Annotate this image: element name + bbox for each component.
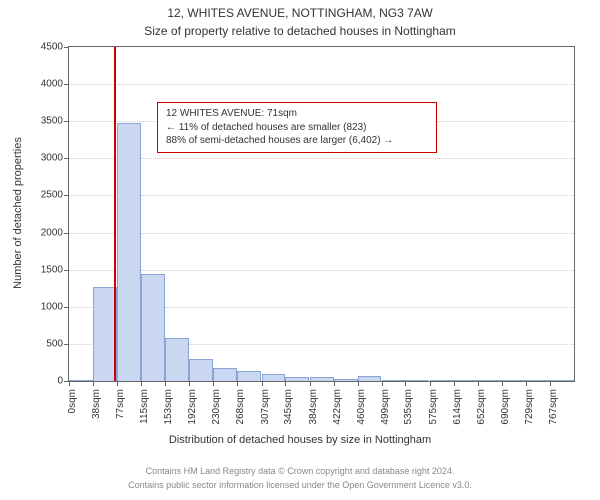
x-tick-label: 192sqm bbox=[187, 389, 198, 425]
x-tick-mark bbox=[526, 381, 527, 386]
footer-line-2: Contains public sector information licen… bbox=[0, 480, 600, 490]
histogram-bar bbox=[141, 274, 165, 381]
histogram-bar bbox=[262, 374, 286, 381]
y-tick-label: 3000 bbox=[41, 153, 69, 164]
gridline bbox=[69, 233, 574, 234]
page-title: 12, WHITES AVENUE, NOTTINGHAM, NG3 7AW bbox=[0, 6, 600, 20]
y-tick-label: 2000 bbox=[41, 227, 69, 238]
footer-line-1: Contains HM Land Registry data © Crown c… bbox=[0, 466, 600, 476]
x-tick-label: 345sqm bbox=[283, 389, 294, 425]
x-tick-mark bbox=[430, 381, 431, 386]
gridline bbox=[69, 195, 574, 196]
x-tick-label: 767sqm bbox=[548, 389, 559, 425]
x-tick-label: 690sqm bbox=[500, 389, 511, 425]
page-subtitle: Size of property relative to detached ho… bbox=[0, 24, 600, 38]
x-tick-mark bbox=[69, 381, 70, 386]
histogram-bar bbox=[478, 380, 502, 381]
x-tick-mark bbox=[93, 381, 94, 386]
x-tick-label: 0sqm bbox=[67, 389, 78, 413]
y-tick-label: 500 bbox=[46, 338, 69, 349]
x-tick-label: 268sqm bbox=[235, 389, 246, 425]
gridline bbox=[69, 158, 574, 159]
histogram-bar bbox=[165, 338, 189, 381]
annotation-line: 12 WHITES AVENUE: 71sqm bbox=[166, 107, 428, 121]
x-tick-label: 230sqm bbox=[211, 389, 222, 425]
y-tick-label: 1000 bbox=[41, 301, 69, 312]
x-tick-mark bbox=[189, 381, 190, 386]
y-tick-label: 4000 bbox=[41, 79, 69, 90]
histogram-bar bbox=[310, 377, 334, 381]
x-tick-label: 460sqm bbox=[356, 389, 367, 425]
histogram-bar bbox=[213, 368, 237, 381]
y-axis-label: Number of detached properties bbox=[12, 137, 24, 289]
x-tick-label: 307sqm bbox=[260, 389, 271, 425]
histogram-bar bbox=[526, 380, 550, 381]
x-tick-label: 652sqm bbox=[476, 389, 487, 425]
histogram-bar bbox=[189, 359, 213, 381]
histogram-bar bbox=[550, 380, 574, 381]
histogram-bar bbox=[69, 380, 93, 381]
x-tick-label: 77sqm bbox=[115, 389, 126, 419]
x-tick-mark bbox=[262, 381, 263, 386]
y-tick-label: 4500 bbox=[41, 42, 69, 53]
histogram-bar bbox=[405, 380, 429, 381]
x-tick-mark bbox=[454, 381, 455, 386]
annotation-box: 12 WHITES AVENUE: 71sqm← 11% of detached… bbox=[157, 102, 437, 153]
x-tick-label: 614sqm bbox=[452, 389, 463, 425]
x-tick-mark bbox=[478, 381, 479, 386]
x-tick-label: 499sqm bbox=[380, 389, 391, 425]
histogram-bar bbox=[502, 380, 526, 381]
x-tick-label: 115sqm bbox=[139, 389, 150, 424]
x-tick-mark bbox=[358, 381, 359, 386]
y-tick-label: 1500 bbox=[41, 264, 69, 275]
x-tick-label: 384sqm bbox=[308, 389, 319, 425]
x-tick-mark bbox=[550, 381, 551, 386]
x-tick-mark bbox=[165, 381, 166, 386]
x-tick-label: 422sqm bbox=[332, 389, 343, 425]
annotation-line: ← 11% of detached houses are smaller (82… bbox=[166, 121, 428, 135]
x-tick-mark bbox=[213, 381, 214, 386]
histogram-bar bbox=[117, 123, 141, 381]
y-tick-label: 0 bbox=[57, 376, 69, 387]
x-tick-mark bbox=[405, 381, 406, 386]
histogram-bar bbox=[454, 380, 478, 381]
histogram-bar bbox=[358, 376, 382, 381]
annotation-line: 88% of semi-detached houses are larger (… bbox=[166, 134, 428, 148]
chart-plot-area: 05001000150020002500300035004000450012 W… bbox=[68, 46, 575, 382]
x-tick-mark bbox=[237, 381, 238, 386]
x-tick-mark bbox=[382, 381, 383, 386]
x-tick-mark bbox=[141, 381, 142, 386]
x-tick-mark bbox=[310, 381, 311, 386]
x-tick-mark bbox=[502, 381, 503, 386]
histogram-bar bbox=[285, 377, 309, 381]
histogram-bar bbox=[237, 371, 261, 381]
histogram-bar bbox=[382, 380, 406, 381]
x-tick-label: 153sqm bbox=[163, 389, 174, 425]
x-axis-label: Distribution of detached houses by size … bbox=[0, 434, 600, 446]
x-tick-label: 38sqm bbox=[91, 389, 102, 419]
gridline bbox=[69, 84, 574, 85]
x-tick-label: 729sqm bbox=[524, 389, 535, 425]
histogram-bar bbox=[430, 380, 454, 381]
gridline bbox=[69, 270, 574, 271]
x-tick-mark bbox=[285, 381, 286, 386]
x-tick-label: 535sqm bbox=[403, 389, 414, 425]
x-tick-mark bbox=[117, 381, 118, 386]
y-tick-label: 3500 bbox=[41, 116, 69, 127]
reference-line bbox=[114, 47, 116, 381]
y-tick-label: 2500 bbox=[41, 190, 69, 201]
x-tick-label: 575sqm bbox=[428, 389, 439, 425]
histogram-bar bbox=[334, 379, 358, 381]
x-tick-mark bbox=[334, 381, 335, 386]
